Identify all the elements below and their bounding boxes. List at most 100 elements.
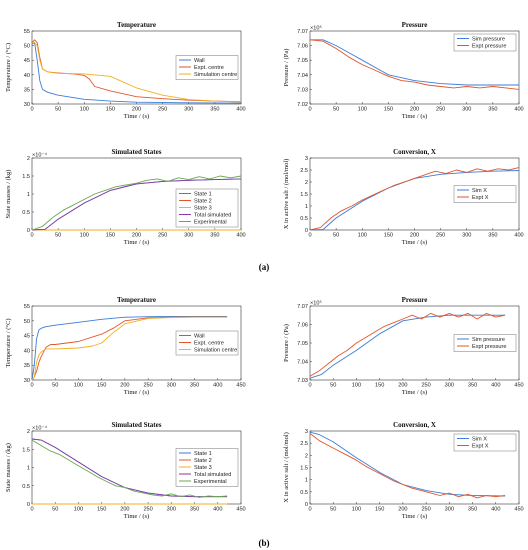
legend-label: Wall (194, 58, 205, 64)
legend-label: Expt X (472, 195, 489, 201)
x-tick-label: 50 (330, 383, 336, 389)
legend-label: State 3 (194, 206, 212, 212)
chart-1: Pressure 0 50 100 150 200 250 300 350 400 7.02 7.03… (283, 21, 524, 120)
legend-box (453, 334, 517, 352)
series-line (310, 39, 519, 86)
legend-label: Expt pressure (472, 44, 507, 50)
y-tick-label: 2 (305, 180, 308, 186)
x-tick-label: 450 (236, 383, 245, 389)
x-tick-label: 150 (375, 383, 384, 389)
legend-label: Wall (194, 334, 205, 340)
x-tick-label: 0 (30, 507, 33, 513)
chart-title: Simulated States (112, 148, 162, 156)
series-line (31, 39, 242, 103)
y-tick-label: 30 (24, 378, 30, 384)
series-line (32, 42, 242, 103)
x-tick-label: 250 (436, 107, 445, 113)
y-tick-label: 1.5 (300, 466, 308, 472)
x-tick-label: 100 (74, 383, 83, 389)
x-axis-label: Time / (s) (402, 113, 427, 120)
x-tick-label: 100 (80, 107, 89, 113)
x-axis-label: Time / (s) (124, 239, 149, 246)
y-tick-label: 0 (27, 502, 30, 508)
chart-title: Pressure (402, 21, 428, 29)
x-tick-label: 250 (143, 383, 152, 389)
x-tick-label: 350 (190, 383, 199, 389)
y-tick-label: 7.07 (297, 304, 308, 310)
x-tick-label: 450 (514, 507, 523, 513)
x-tick-label: 100 (358, 233, 367, 239)
chart-3: Conversion, X 0 50 100 150 200 250 300 350 400 0 0.… (283, 148, 524, 246)
series-line (31, 315, 228, 381)
x-tick-label: 350 (468, 383, 477, 389)
legend-box (453, 33, 517, 52)
y-tick-label: 0 (305, 228, 308, 234)
x-tick-label: 0 (30, 233, 33, 239)
x-tick-label: 200 (398, 507, 407, 513)
y-tick-label: 35 (24, 87, 30, 93)
x-tick-label: 150 (384, 107, 393, 113)
y-tick-label: 0.5 (22, 484, 30, 490)
y-axis-label: Temperature / (°C) (5, 43, 12, 92)
y-tick-label: 2 (27, 156, 30, 162)
series-line (31, 316, 228, 381)
x-tick-label: 100 (352, 383, 361, 389)
series-line (309, 167, 520, 231)
axis-exponent: ×10⁵ (310, 25, 322, 32)
legend-label: Total simulated (194, 213, 231, 219)
x-tick-label: 300 (462, 107, 471, 113)
x-tick-label: 250 (436, 233, 445, 239)
axis-exponent: ×10⁻⁴ (32, 152, 47, 159)
y-axis-label: Pressure / (Pa) (283, 324, 290, 362)
y-tick-label: 7.03 (297, 378, 308, 384)
y-tick-label: 45 (24, 334, 30, 340)
chart-title: Pressure (402, 296, 428, 304)
y-tick-label: 3 (305, 156, 308, 162)
chart-0: Temperature 0 50 100 150 200 250 300 350 400 30 35 4… (5, 21, 246, 120)
x-tick-label: 50 (330, 507, 336, 513)
y-tick-label: 7.03 (297, 87, 308, 93)
axis-exponent: ×10⁵ (310, 300, 322, 307)
y-tick-label: 45 (24, 58, 30, 64)
series-line (31, 42, 242, 104)
x-tick-label: 300 (445, 507, 454, 513)
legend-box (453, 185, 517, 203)
y-tick-label: 0 (27, 228, 30, 234)
legend-label: State 3 (194, 465, 212, 471)
x-tick-label: 0 (308, 507, 311, 513)
y-tick-label: 55 (24, 29, 30, 35)
legend-label: Simulation centre (194, 348, 237, 354)
x-tick-label: 0 (308, 233, 311, 239)
y-axis-label: Temperature / (°C) (5, 318, 12, 367)
plot-frame (31, 305, 242, 381)
x-tick-label: 400 (213, 383, 222, 389)
x-tick-label: 100 (352, 507, 361, 513)
legend-label: Sim pressure (472, 37, 505, 43)
y-tick-label: 0.5 (22, 210, 30, 216)
chart-7: Conversion, X 0 50 100 150 200 250 300 350 400 450… (283, 421, 524, 520)
legend-label: Experimental (194, 479, 227, 485)
x-tick-label: 300 (167, 383, 176, 389)
x-tick-label: 400 (491, 507, 500, 513)
y-tick-label: 2 (27, 429, 30, 435)
y-tick-label: 7.04 (297, 360, 308, 366)
x-tick-label: 300 (184, 233, 193, 239)
x-tick-label: 50 (55, 233, 61, 239)
x-tick-label: 400 (514, 233, 523, 239)
y-tick-label: 7.06 (297, 323, 308, 329)
y-tick-label: 2.5 (300, 168, 308, 174)
series-line (309, 39, 520, 90)
y-tick-label: 50 (24, 44, 30, 50)
y-tick-label: 2.5 (300, 441, 308, 447)
x-tick-label: 400 (236, 233, 245, 239)
x-tick-label: 400 (491, 383, 500, 389)
y-axis-label: X in active salt / (mol/mol) (283, 432, 290, 503)
x-tick-label: 100 (358, 107, 367, 113)
x-tick-label: 200 (120, 383, 129, 389)
y-tick-label: 7.06 (297, 44, 308, 50)
chart-6: Simulated States 0 50 100 150 200 250 300 350 400… (5, 421, 246, 520)
